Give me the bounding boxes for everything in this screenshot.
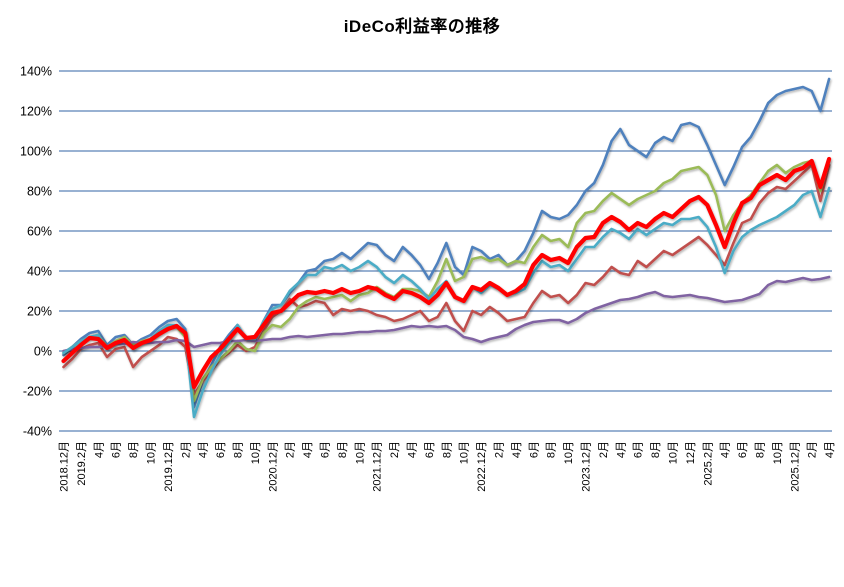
gridlines: [59, 70, 832, 432]
x-tick-label: 2月: [180, 441, 192, 458]
x-tick-label: 12月: [685, 441, 697, 464]
x-tick-label: 8月: [128, 441, 140, 458]
x-tick-label: 4月: [93, 441, 105, 458]
x-tick-label: 6月: [320, 441, 332, 458]
x-tick-label: 2月: [285, 441, 297, 458]
x-tick-label: 2022.12月: [476, 441, 488, 492]
x-tick-label: 6月: [633, 441, 645, 458]
x-tick-label: 10月: [250, 441, 262, 464]
y-tick-label: 100%: [20, 144, 52, 158]
x-tick-label: 10月: [563, 441, 575, 464]
x-tick-label: 2月: [389, 441, 401, 458]
x-tick-label: 4月: [824, 441, 836, 458]
x-tick-label: 10月: [459, 441, 471, 464]
x-tick-label: 2023.12月: [581, 441, 593, 492]
x-tick-label: 2018.12月: [59, 441, 71, 492]
x-tick-label: 8月: [755, 441, 767, 458]
x-tick-label: 4月: [302, 441, 314, 458]
x-tick-label: 4月: [407, 441, 419, 458]
x-tick-label: 2025.2月: [702, 441, 714, 486]
y-tick-label: 60%: [27, 224, 52, 238]
y-tick-label: 40%: [27, 264, 52, 278]
x-tick-label: 2月: [598, 441, 610, 458]
x-tick-label: 2021.12月: [372, 441, 384, 492]
x-tick-label: 2月: [494, 441, 506, 458]
x-tick-label: 10月: [146, 441, 158, 464]
x-tick-label: 4月: [198, 441, 210, 458]
y-tick-label: 20%: [27, 304, 52, 318]
series-line-5: [61, 156, 832, 390]
x-tick-label: 8月: [441, 441, 453, 458]
chart-title: iDeCo利益率の推移: [343, 17, 501, 36]
x-tick-label: 6月: [215, 441, 227, 458]
line-chart: 140% 120% 100% 80% 60% 40% 20% 0% -20% -40% 2018.…: [20, 64, 837, 492]
x-tick-label: 8月: [337, 441, 349, 458]
x-tick-label: 2月: [807, 441, 819, 458]
x-tick-label: 2025.12月: [789, 441, 801, 492]
x-axis-labels: 2018.12月 2019.2月 4月 6月 8月 10月 2019.12月 2月 4月 6月 8月…: [59, 441, 837, 492]
x-tick-label: 10月: [772, 441, 784, 464]
x-tick-label: 6月: [528, 441, 540, 458]
y-tick-label: 120%: [20, 104, 52, 118]
series-line-3: [62, 275, 831, 353]
x-tick-label: 4月: [511, 441, 523, 458]
x-tick-label: 8月: [650, 441, 662, 458]
y-tick-label: -20%: [23, 384, 52, 398]
y-tick-label: 0%: [34, 344, 52, 358]
y-tick-label: -40%: [23, 424, 52, 438]
x-tick-label: 10月: [668, 441, 680, 464]
x-tick-label: 10月: [354, 441, 366, 464]
chart-legend: EXE-i 先進国株式ﾌｧﾝﾄﾞ EXE-i 新興国株式ﾌｧﾝﾄﾞ iFree …: [0, 492, 844, 587]
x-tick-label: 2019.2月: [76, 441, 88, 486]
x-tick-label: 6月: [424, 441, 436, 458]
x-tick-label: 2020.12月: [267, 441, 279, 492]
y-tick-label: 80%: [27, 184, 52, 198]
y-tick-label: 140%: [20, 64, 52, 78]
x-tick-label: 8月: [546, 441, 558, 458]
y-axis-labels: 140% 120% 100% 80% 60% 40% 20% 0% -20% -40%: [20, 64, 52, 438]
series-lines: [61, 77, 832, 419]
x-tick-label: 4月: [720, 441, 732, 458]
x-tick-label: 2019.12月: [163, 441, 175, 492]
x-tick-label: 6月: [111, 441, 123, 458]
x-tick-label: 4月: [615, 441, 627, 458]
x-tick-label: 8月: [233, 441, 245, 458]
x-tick-label: 6月: [737, 441, 749, 458]
